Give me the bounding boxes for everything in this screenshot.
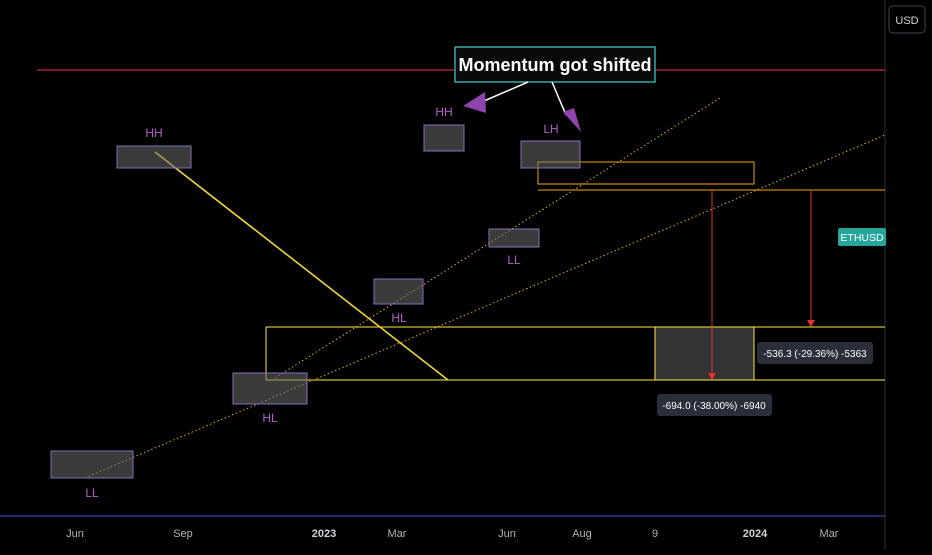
- callout-text: Momentum got shifted: [459, 55, 652, 75]
- time-tick-label: Jun: [66, 528, 84, 540]
- structure-box-hh-1[interactable]: [116, 145, 192, 169]
- structure-box-ll-2[interactable]: [488, 228, 540, 248]
- structure-label-ll-2: LL: [507, 253, 521, 267]
- measure-label-2-box: [657, 394, 772, 416]
- projection-box[interactable]: [654, 326, 755, 381]
- descending-trendline[interactable]: [154, 151, 449, 381]
- callout-connector-right: [551, 81, 567, 116]
- measure-arrow-1-head: [807, 320, 815, 327]
- purple-arrow-right-icon: [563, 108, 581, 132]
- ascending-trendline-lower[interactable]: [84, 134, 886, 479]
- structure-box-ll-1[interactable]: [50, 450, 134, 479]
- purple-arrow-left-icon: [463, 92, 486, 113]
- structure-label-hl-1: HL: [262, 411, 278, 425]
- time-tick-label: Mar: [388, 528, 407, 540]
- structure-box-lh[interactable]: [520, 140, 581, 169]
- time-tick-label: 2024: [743, 528, 768, 540]
- time-tick-label: Aug: [572, 528, 592, 540]
- structure-label-lh: LH: [543, 122, 558, 136]
- currency-button[interactable]: [888, 5, 926, 34]
- time-axis-ticks: Jun Sep 2023 Mar Jun Aug 9 2024 Mar: [66, 528, 839, 540]
- callout-box[interactable]: [454, 46, 656, 83]
- time-tick-label: 2023: [312, 528, 336, 540]
- structure-box-hl-2[interactable]: [373, 278, 424, 305]
- time-tick-label: Mar: [820, 528, 839, 540]
- measure-label-2: -694.0 (-38.00%) -6940: [662, 401, 766, 412]
- measure-arrow-2-head: [708, 373, 716, 380]
- structure-label-hh-1: HH: [145, 126, 162, 140]
- time-tick-label: 9: [652, 528, 658, 540]
- time-tick-label: Sep: [173, 528, 193, 540]
- callout-connector-left: [483, 81, 529, 102]
- structure-box-hl-1[interactable]: [232, 372, 308, 405]
- structure-label-hh-2: HH: [435, 105, 452, 119]
- supply-zone[interactable]: [537, 161, 755, 185]
- currency-button-label: USD: [895, 15, 918, 27]
- time-tick-label: Jun: [498, 528, 516, 540]
- symbol-tag: ETHUSD: [840, 232, 884, 244]
- symbol-tag-box: [838, 228, 886, 246]
- structure-label-ll-1: LL: [85, 486, 99, 500]
- measure-label-1-box: [757, 342, 873, 364]
- measure-label-1: -536.3 (-29.36%) -5363: [763, 349, 867, 360]
- structure-label-hl-2: HL: [391, 311, 407, 325]
- structure-box-hh-2[interactable]: [423, 124, 465, 152]
